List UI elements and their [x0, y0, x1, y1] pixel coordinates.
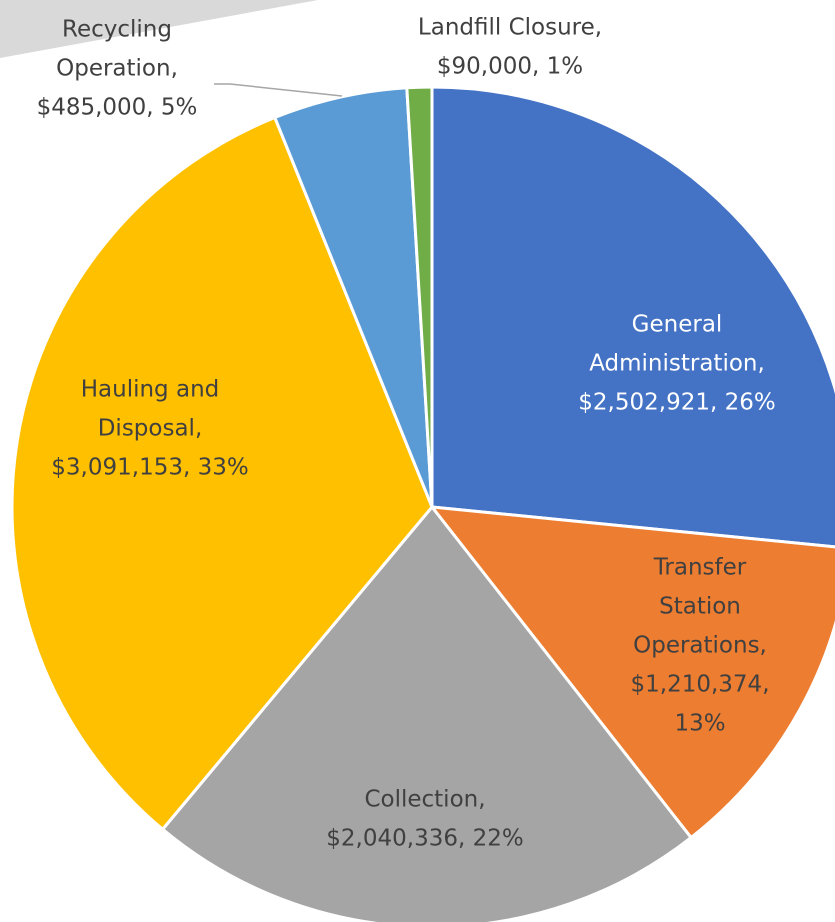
slice: [430, 505, 835, 840]
data-label: $1,210,374,: [631, 672, 770, 698]
data-label: Operation,: [56, 56, 178, 82]
slice: [430, 85, 835, 549]
data-label: $90,000, 1%: [437, 54, 583, 80]
data-label: 13%: [674, 711, 725, 737]
data-label: Operations,: [633, 633, 767, 659]
slice: [10, 116, 434, 831]
data-label: Collection,: [364, 787, 485, 813]
data-label: General: [632, 312, 723, 338]
data-label: $485,000, 5%: [37, 95, 198, 121]
slice: [405, 85, 434, 509]
data-label: $2,040,336, 22%: [326, 826, 523, 852]
data-label: Station: [659, 594, 741, 620]
data-label: $3,091,153, 33%: [51, 455, 248, 481]
pie: [10, 85, 835, 922]
slice: [161, 505, 693, 922]
decoration: [0, 0, 318, 58]
labels: General Administration, $2,502,921, 26% Tra…: [37, 15, 776, 852]
leader-line: [214, 83, 343, 97]
data-label: Hauling and: [81, 377, 220, 403]
data-label: $2,502,921, 26%: [578, 390, 775, 416]
data-label: Disposal,: [98, 416, 203, 442]
data-label: Administration,: [589, 351, 765, 377]
data-label: Landfill Closure,: [418, 15, 602, 41]
data-label: Recycling: [62, 17, 172, 43]
data-label: Transfer: [653, 555, 747, 581]
